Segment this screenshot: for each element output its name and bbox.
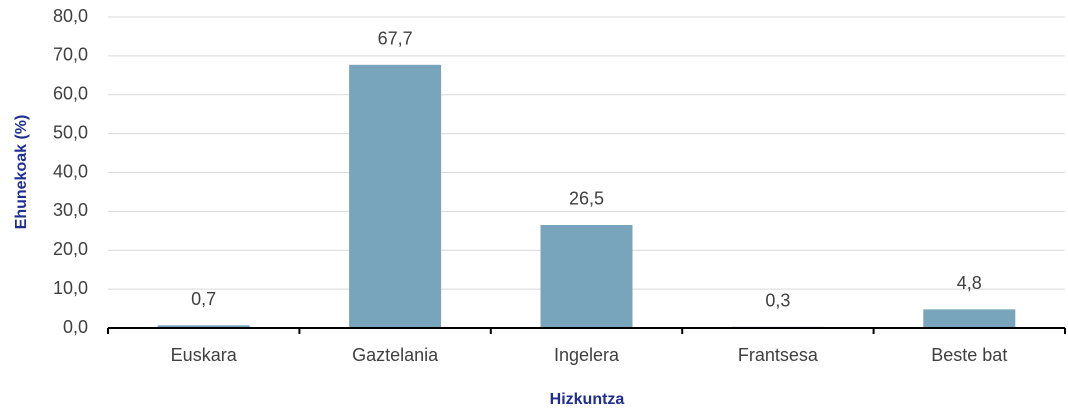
bar — [157, 325, 250, 328]
x-tick-label: Beste bat — [931, 345, 1007, 365]
y-tick-label: 70,0 — [53, 45, 88, 65]
bar — [923, 309, 1016, 328]
x-tick-label: Ingelera — [554, 345, 620, 365]
data-label: 26,5 — [569, 189, 604, 209]
y-tick-label: 10,0 — [53, 278, 88, 298]
bar — [349, 64, 442, 328]
bar — [540, 224, 633, 328]
data-label: 0,7 — [191, 289, 216, 309]
x-tick-label: Frantsesa — [738, 345, 819, 365]
y-tick-label: 50,0 — [53, 122, 88, 142]
y-tick-label: 60,0 — [53, 84, 88, 104]
y-tick-label: 20,0 — [53, 239, 88, 259]
y-tick-label: 40,0 — [53, 161, 88, 181]
data-label: 4,8 — [957, 273, 982, 293]
y-tick-label: 0,0 — [63, 317, 88, 337]
x-tick-label: Euskara — [171, 345, 238, 365]
data-label: 0,3 — [765, 291, 790, 311]
x-tick-label: Gaztelania — [352, 345, 439, 365]
data-label: 67,7 — [378, 29, 413, 49]
y-tick-label: 30,0 — [53, 200, 88, 220]
y-axis-title: Ehunekoak (%) — [13, 115, 30, 230]
x-axis-title: Hizkuntza — [550, 391, 625, 408]
y-tick-label: 80,0 — [53, 6, 88, 26]
